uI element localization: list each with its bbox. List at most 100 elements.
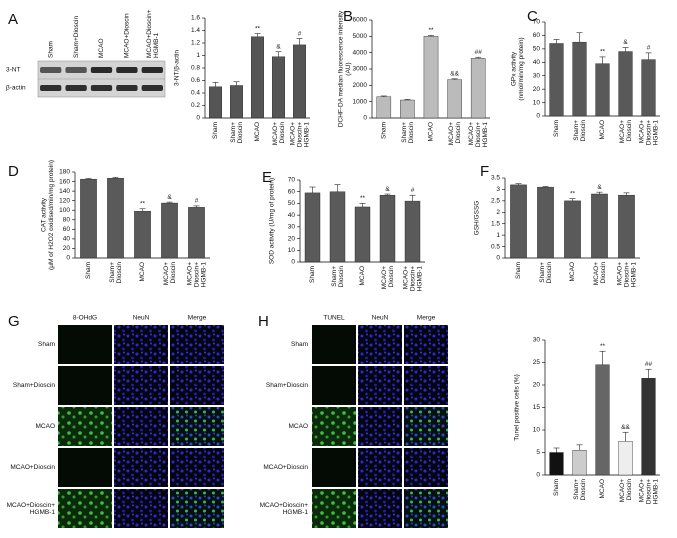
row-label: Sham+Dioscin: [13, 382, 55, 389]
micrograph-tile: [312, 448, 356, 487]
bar: [293, 44, 307, 119]
bar: [641, 59, 656, 117]
y-tick-label: 160: [59, 178, 70, 185]
y-tick-label: 1.4: [191, 27, 200, 34]
y-tick-label: 60: [533, 32, 541, 39]
x-tick-label: Sham+Dioscin: [230, 122, 244, 144]
x-tick-label: MCAO+Dioscin: [593, 262, 607, 286]
micrograph-tile: [404, 325, 448, 364]
panel-letter: D: [8, 163, 19, 180]
x-tick-label: Sham+Dioscin: [573, 120, 587, 142]
x-tick-label: MCAO+Dioscin+HGMB-1: [186, 262, 207, 288]
blot-band: [90, 67, 113, 73]
y-tick-label: 1: [196, 52, 200, 59]
y-tick-label: 3000: [353, 66, 368, 73]
micrograph-tile: [312, 366, 356, 405]
bar: [376, 96, 392, 119]
bar: [161, 202, 178, 259]
bar: [618, 194, 635, 259]
y-tick-label: 40: [288, 212, 296, 219]
blot-band: [116, 67, 138, 73]
micrograph-tile: [358, 407, 402, 446]
y-tick-label: 70: [533, 19, 541, 26]
x-tick-label: MCAO: [599, 479, 606, 499]
bar: [379, 195, 396, 263]
x-tick-label: Sham+Dioscin: [401, 122, 415, 144]
y-tick-label: 60: [63, 226, 71, 233]
x-tick-label: MCAO+Dioscin+HGMB-1: [616, 262, 637, 288]
y-tick-label: 5000: [353, 33, 368, 40]
y-tick-label: 180: [59, 169, 70, 176]
bar: [572, 41, 587, 117]
bar: [354, 206, 371, 263]
bar: [591, 193, 608, 259]
blot-band: [65, 67, 87, 73]
column-header: 8-OHdG: [73, 315, 97, 322]
x-tick-label: MCAO: [428, 122, 435, 142]
y-tick-label: 10: [533, 99, 541, 106]
micrograph-tile: [358, 448, 402, 487]
y-tick-label: 0.5: [491, 243, 500, 250]
micrograph-tile: [312, 407, 356, 446]
x-tick-label: Sham+Dioscin: [331, 266, 345, 288]
bar: [188, 207, 205, 259]
micrograph-tile: [170, 448, 224, 487]
bar: [510, 184, 527, 259]
micrograph-tile: [58, 366, 112, 405]
significance-mark: #: [298, 30, 302, 37]
x-tick-label: MCAO: [569, 262, 576, 282]
y-tick-label: 0.8: [191, 65, 200, 72]
y-tick-label: 15: [533, 404, 541, 411]
bar: [304, 192, 321, 263]
y-tick-label: 2.5: [491, 198, 500, 205]
y-tick-label: 10: [533, 427, 541, 434]
x-tick-label: MCAO+Dioscin+HGMB-1: [289, 122, 310, 148]
y-tick-label: 0: [291, 259, 295, 266]
blot-band: [40, 67, 62, 73]
significance-mark: **: [600, 343, 606, 350]
x-tick-label: MCAO+Dioscin: [619, 479, 633, 503]
blot-band: [116, 85, 138, 91]
y-tick-label: 5: [536, 449, 540, 456]
y-axis-label: Tunel positive cells (%): [514, 374, 521, 441]
panel-letter: H: [258, 313, 269, 330]
y-axis-label: 3-NT/β-actin: [174, 50, 181, 86]
y-tick-label: 20: [288, 235, 296, 242]
significance-mark: **: [360, 195, 366, 202]
y-tick-label: 10: [288, 247, 296, 254]
x-tick-label: Sham+Dioscin: [539, 262, 553, 284]
y-tick-label: 50: [288, 200, 296, 207]
x-tick-label: Sham: [212, 122, 219, 139]
column-header: Merge: [417, 315, 436, 322]
blot-band: [141, 67, 163, 73]
x-tick-label: Sham+Dioscin: [573, 479, 587, 501]
blot-band: [65, 85, 87, 91]
row-label: Sham: [291, 341, 308, 348]
significance-mark: &: [167, 194, 172, 201]
micrograph-tile: [58, 448, 112, 487]
y-tick-label: 30: [288, 224, 296, 231]
micrograph-tile: [404, 489, 448, 528]
y-tick-label: 40: [533, 59, 541, 66]
column-header: TUNEL: [323, 315, 345, 322]
micrograph-tile: [170, 489, 224, 528]
panel-letter: E: [262, 169, 272, 186]
y-axis-label: CAT activity(μM of H2O2 oxidised/min/mg …: [40, 160, 55, 270]
row-label: Sham: [38, 341, 55, 348]
micrograph-tile: [170, 407, 224, 446]
bar: [641, 378, 656, 476]
x-tick-label: MCAO+Dioscin+HGMB-1: [638, 479, 659, 505]
y-tick-label: 4000: [353, 49, 368, 56]
bar: [537, 186, 554, 259]
x-tick-label: Sham: [85, 262, 92, 279]
y-tick-label: 0.6: [191, 77, 200, 84]
significance-mark: #: [411, 187, 415, 194]
bar: [107, 178, 124, 259]
row-label: MCAO+Dioscin: [10, 464, 55, 471]
bar: [618, 441, 633, 476]
x-tick-label: Sham: [553, 120, 560, 137]
significance-mark: &&: [621, 424, 630, 431]
micrograph-tile: [114, 448, 168, 487]
x-tick-label: Sham: [381, 122, 388, 139]
x-tick-label: Sham: [515, 262, 522, 279]
